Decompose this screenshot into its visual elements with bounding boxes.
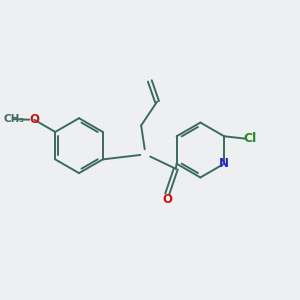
Text: O: O	[162, 193, 172, 206]
Text: O: O	[29, 113, 39, 126]
Text: CH₃: CH₃	[3, 114, 24, 124]
Text: N: N	[219, 157, 229, 170]
Text: Cl: Cl	[244, 132, 257, 145]
